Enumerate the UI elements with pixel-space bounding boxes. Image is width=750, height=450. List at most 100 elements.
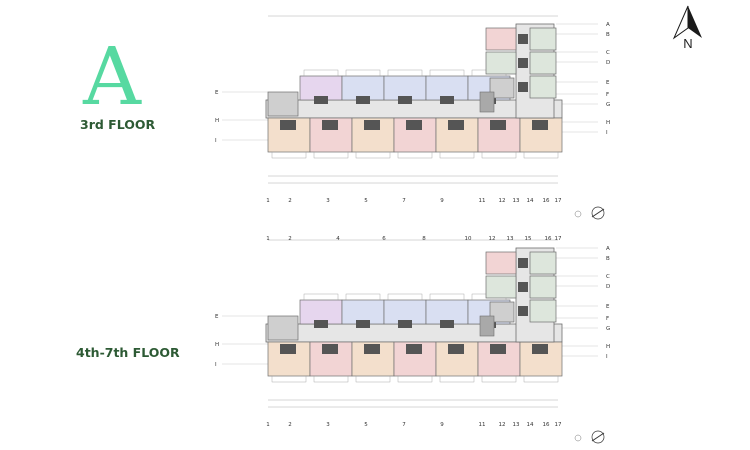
unit-bath — [280, 344, 296, 354]
unit-bath — [398, 320, 412, 328]
column-grid-label: 5 — [364, 198, 368, 204]
lift-core — [489, 77, 515, 99]
unit-bath — [314, 320, 328, 328]
row-grid-label-left: I — [215, 138, 217, 144]
row-grid-label: I — [606, 130, 608, 136]
column-grid-label: 1 — [266, 422, 270, 428]
balcony — [271, 375, 307, 383]
column-grid-label-top: 17 — [555, 236, 562, 242]
balcony — [429, 293, 465, 301]
column-grid-label: 9 — [440, 198, 444, 204]
column-grid-label: 7 — [402, 198, 406, 204]
unit-bath — [518, 282, 528, 292]
unit-east — [529, 51, 557, 75]
column-grid-label-top: 6 — [382, 236, 386, 242]
stair-west — [267, 315, 299, 341]
unit-south — [519, 341, 563, 377]
column-grid-label-top: 12 — [489, 236, 496, 242]
column-grid-label: 11 — [479, 422, 486, 428]
column-grid-label: 16 — [543, 198, 550, 204]
column-grid-label: 12 — [499, 198, 506, 204]
row-grid-label: E — [606, 304, 610, 310]
unit-bath — [518, 258, 528, 268]
balcony — [303, 69, 339, 77]
balcony — [523, 375, 559, 383]
unit-bath — [280, 120, 296, 130]
balcony — [387, 293, 423, 301]
balcony — [355, 375, 391, 383]
plan-key-icon — [591, 206, 605, 220]
unit-east — [529, 75, 557, 99]
column-grid-label: 13 — [513, 198, 520, 204]
balcony — [429, 69, 465, 77]
unit-east — [529, 299, 557, 323]
column-grid-label-top: 8 — [422, 236, 426, 242]
row-grid-label: D — [606, 60, 610, 66]
plan-key-icon-arrow — [591, 432, 605, 442]
unit-bath — [356, 320, 370, 328]
unit-bath — [322, 120, 338, 130]
unit-bath — [314, 96, 328, 104]
column-grid-label: 13 — [513, 422, 520, 428]
unit-west-of-core — [485, 251, 517, 275]
row-grid-label-left: H — [215, 118, 219, 124]
balcony — [313, 151, 349, 159]
row-grid-label: E — [606, 80, 610, 86]
unit-west-of-core — [485, 275, 517, 299]
column-grid-label-top: 4 — [336, 236, 340, 242]
balcony — [387, 69, 423, 77]
stair-west — [267, 91, 299, 117]
unit-bath — [532, 344, 548, 354]
unit-bath — [490, 120, 506, 130]
row-grid-label: I — [606, 354, 608, 360]
unit-bath — [448, 344, 464, 354]
row-grid-label: A — [606, 246, 610, 252]
stair-core — [479, 91, 495, 113]
unit-east — [529, 27, 557, 51]
balcony — [481, 375, 517, 383]
balcony — [397, 151, 433, 159]
north-label: N — [683, 36, 693, 51]
unit-bath — [518, 58, 528, 68]
column-grid-label: 9 — [440, 422, 444, 428]
row-grid-label-left: I — [215, 362, 217, 368]
column-grid-label: 14 — [527, 198, 534, 204]
column-grid-label: 7 — [402, 422, 406, 428]
column-grid-label-top: 15 — [525, 236, 532, 242]
column-grid-label-top: 1 — [266, 236, 270, 242]
plan-key-icon — [591, 430, 605, 444]
plan-key-icon-arrow — [591, 208, 605, 218]
unit-bath — [518, 34, 528, 44]
row-grid-label-left: E — [215, 90, 219, 96]
unit-bath — [364, 344, 380, 354]
row-grid-label: F — [606, 92, 609, 98]
unit-bath — [356, 96, 370, 104]
unit-bath — [440, 320, 454, 328]
unit-bath — [518, 306, 528, 316]
column-grid-label: 12 — [499, 422, 506, 428]
scale-icon — [574, 210, 582, 218]
building-letter: A — [83, 30, 141, 123]
row-grid-label-left: E — [215, 314, 219, 320]
row-grid-label: C — [606, 274, 610, 280]
north-arrow-icon — [672, 5, 702, 40]
balcony — [439, 375, 475, 383]
unit-bath — [398, 96, 412, 104]
column-grid-label: 14 — [527, 422, 534, 428]
unit-west-of-core — [485, 51, 517, 75]
unit-bath — [532, 120, 548, 130]
column-grid-label: 2 — [288, 198, 292, 204]
column-grid-label: 11 — [479, 198, 486, 204]
unit-bath — [406, 120, 422, 130]
balcony — [271, 151, 307, 159]
row-grid-label: D — [606, 284, 610, 290]
unit-bath — [406, 344, 422, 354]
balcony — [439, 151, 475, 159]
column-grid-label-top: 10 — [465, 236, 472, 242]
row-grid-label: C — [606, 50, 610, 56]
stair-core — [479, 315, 495, 337]
column-grid-label: 1 — [266, 198, 270, 204]
row-grid-label: G — [606, 102, 610, 108]
balcony — [397, 375, 433, 383]
